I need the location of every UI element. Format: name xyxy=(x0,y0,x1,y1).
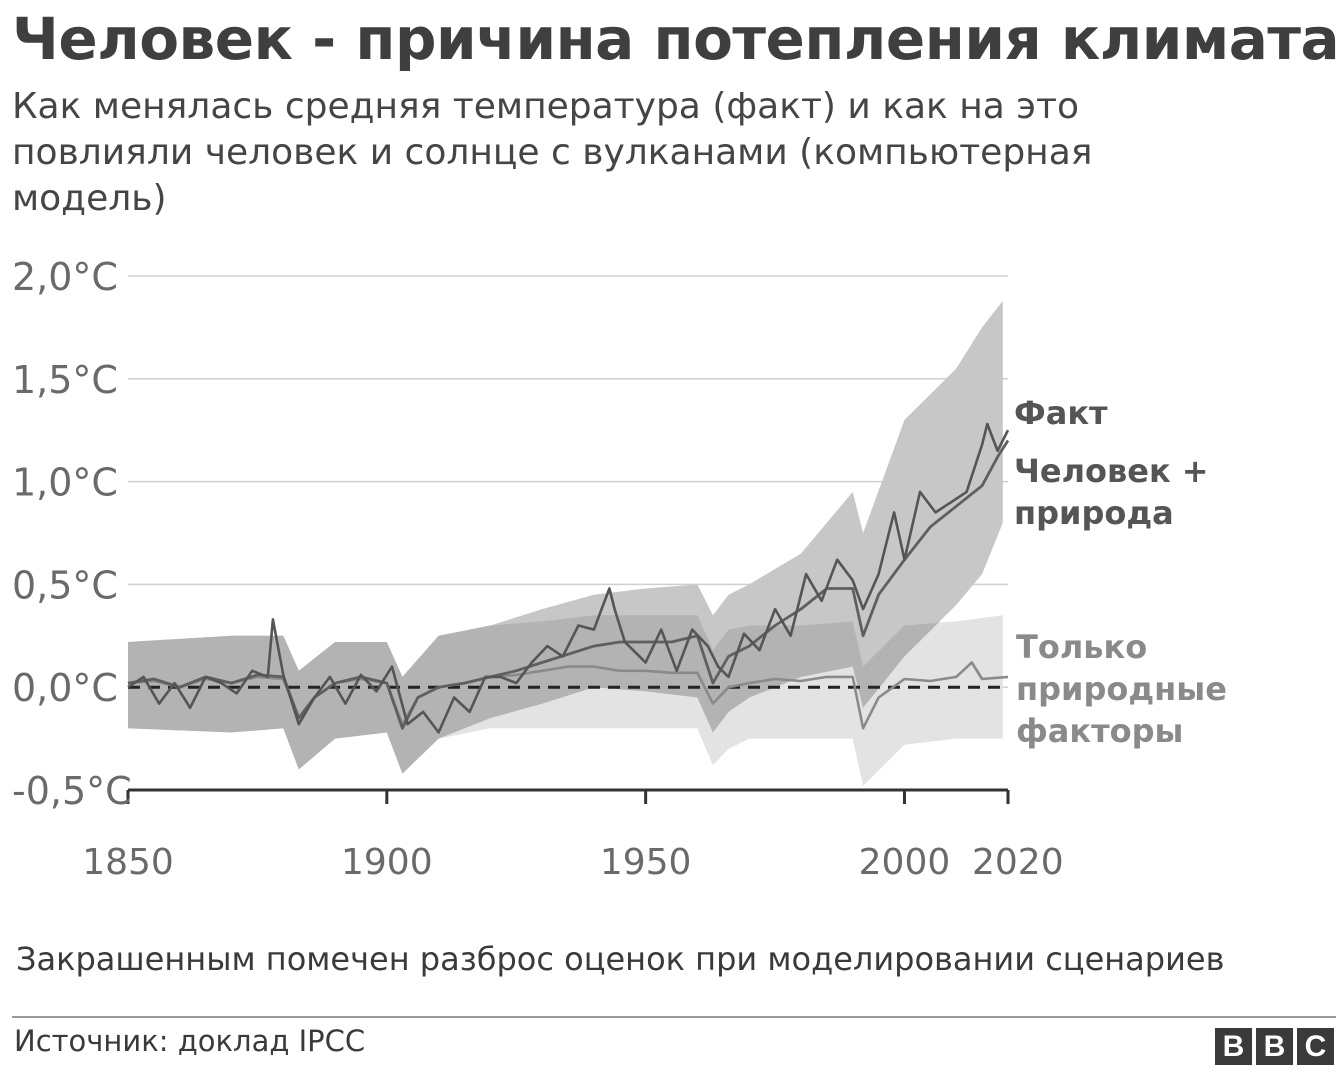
x-tick-label: 2020 xyxy=(972,842,1064,883)
chart-subtitle: Как менялась средняя температура (факт) … xyxy=(12,86,1093,219)
band-overlap-area xyxy=(128,522,1003,774)
x-tick-label: 1900 xyxy=(341,842,433,883)
y-tick-label: 0,0°C xyxy=(12,666,118,710)
chart-title: Человек - причина потепления климата xyxy=(12,5,1340,73)
footer-divider xyxy=(12,1016,1336,1018)
series-label-line: факторы xyxy=(1016,712,1183,750)
series-label-line: Только xyxy=(1016,628,1147,666)
series-label-line: природные xyxy=(1016,670,1227,708)
x-tick-label: 1850 xyxy=(82,842,174,883)
y-tick-label: -0,5°C xyxy=(12,769,132,813)
series-label-line: Факт xyxy=(1014,394,1108,432)
y-tick-label: 2,0°C xyxy=(12,255,118,299)
y-tick-label: 1,0°C xyxy=(12,461,118,505)
source-text: Источник: доклад IPCC xyxy=(14,1024,366,1058)
x-tick-label: 1950 xyxy=(600,842,692,883)
observed-line xyxy=(127,422,1010,734)
series-label-line: природа xyxy=(1014,494,1174,532)
bbc-logo-letter: C xyxy=(1297,1028,1334,1065)
y-tick-label: 1,5°C xyxy=(12,358,118,402)
x-tick-label: 2000 xyxy=(859,842,951,883)
bbc-logo-letter: B xyxy=(1215,1028,1252,1065)
bbc-logo: B B C xyxy=(1215,1028,1334,1065)
series-label-line: Человек + xyxy=(1014,452,1209,490)
bbc-logo-letter: B xyxy=(1256,1028,1293,1065)
series-label-human-natural-line: Человек + природа xyxy=(1014,452,1209,532)
series-label-natural-only-line: Только природные факторы xyxy=(1016,628,1227,750)
shading-note: Закрашенным помечен разброс оценок при м… xyxy=(16,940,1225,978)
series-label-observed-line: Факт xyxy=(1014,394,1108,432)
y-tick-label: 0,5°C xyxy=(12,563,118,607)
